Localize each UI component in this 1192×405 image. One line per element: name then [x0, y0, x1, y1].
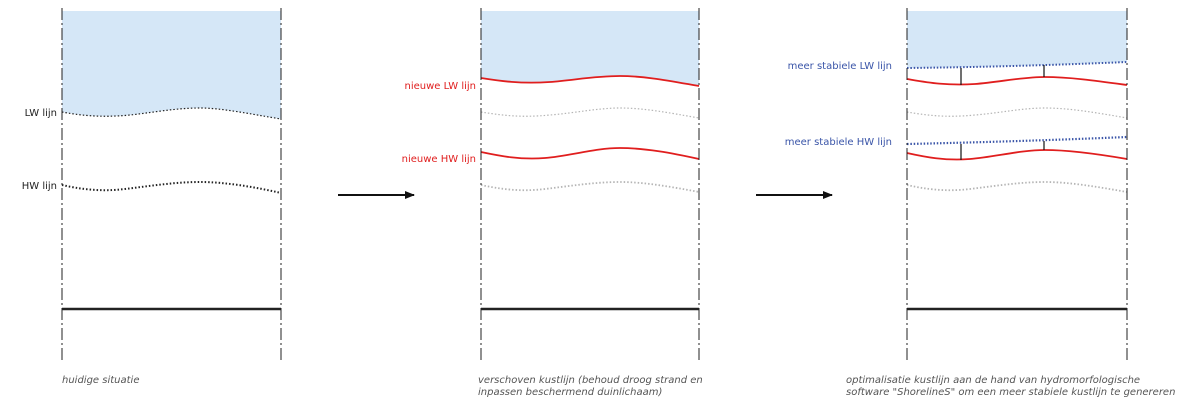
new-hw-label: nieuwe HW lijn	[402, 154, 476, 165]
stable-hw-label: meer stabiele HW lijn	[785, 137, 892, 148]
caption-line: verschoven kustlijn (behoud droog strand…	[478, 375, 703, 386]
water-area	[481, 11, 699, 86]
ghost-hw-line	[906, 181, 1128, 193]
hw-label: HW lijn	[22, 181, 57, 192]
new-lw-line	[906, 76, 1128, 86]
caption-optimalisatie-kustlijn: optimalisatie kustlijn aan de hand van h…	[846, 375, 1175, 399]
panel-verschoven-kustlijn: nieuwe LW lijn nieuwe HW lijn	[402, 8, 700, 362]
water-area	[62, 11, 281, 119]
new-lw-label: nieuwe LW lijn	[404, 81, 476, 92]
lw-label: LW lijn	[25, 108, 57, 119]
caption-huidige-situatie: huidige situatie	[62, 375, 140, 387]
panel-optimalisatie-kustlijn: meer stabiele LW lijn meer stabiele HW l…	[785, 8, 1128, 362]
caption-verschoven-kustlijn: verschoven kustlijn (behoud droog strand…	[478, 375, 703, 399]
caption-line: huidige situatie	[62, 375, 140, 386]
ghost-lw-line	[906, 107, 1128, 119]
caption-line: inpassen beschermend duinlichaam)	[478, 387, 663, 398]
panel-huidige-situatie: LW lijn HW lijn	[22, 8, 282, 362]
ghost-lw-line	[480, 107, 700, 119]
new-lw-line	[480, 75, 700, 87]
lw-line	[61, 107, 282, 120]
new-hw-line	[480, 147, 700, 160]
stable-lw-label: meer stabiele LW lijn	[788, 61, 892, 72]
water-area	[907, 11, 1127, 68]
hw-line	[61, 180, 282, 194]
ghost-hw-line	[480, 181, 700, 193]
stable-hw-line	[906, 135, 1128, 146]
caption-line: optimalisatie kustlijn aan de hand van h…	[846, 375, 1141, 386]
stable-lw-line	[906, 61, 1128, 69]
new-hw-line	[906, 149, 1128, 161]
caption-line: software "ShorelineS" om een meer stabie…	[846, 387, 1176, 398]
